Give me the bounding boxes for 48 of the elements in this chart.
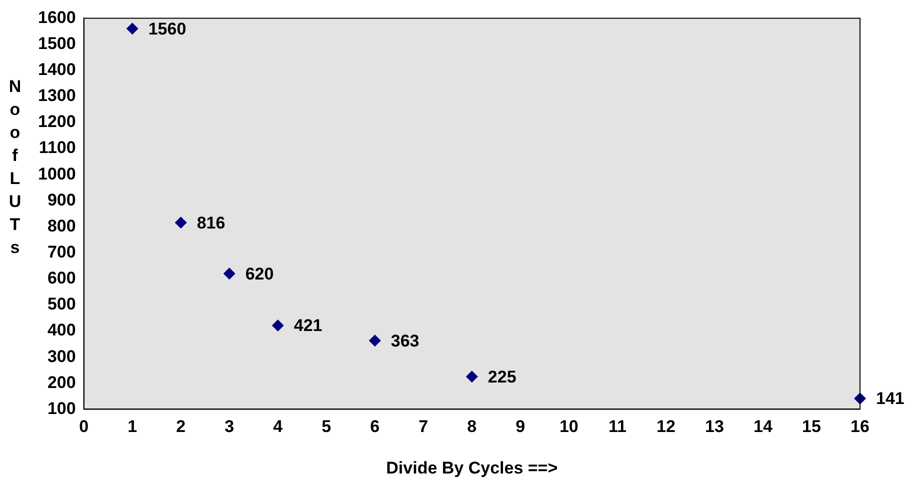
x-axis-title: Divide By Cycles ==> (386, 458, 558, 478)
y-tick-label: 400 (47, 320, 76, 340)
x-tick-label: 0 (79, 417, 89, 436)
data-label: 1560 (148, 19, 186, 38)
x-tick-label: 1 (128, 417, 138, 436)
point (466, 370, 478, 383)
y-tick-label: 600 (47, 268, 76, 288)
data-label: 141 (876, 389, 904, 408)
data-label: 816 (196, 213, 226, 232)
y-tick-label: 900 (47, 190, 76, 210)
x-tick-label: 6 (370, 417, 380, 436)
point (174, 216, 187, 229)
y-tick-label: 300 (47, 346, 76, 366)
x-tick-label: 11 (608, 417, 626, 436)
data-label: 225 (488, 367, 516, 386)
x-tick-label: 14 (754, 417, 773, 436)
data-label: 421 (294, 316, 322, 336)
y-tick-label: 1600 (38, 8, 76, 27)
point (272, 320, 284, 332)
x-tick-label: 2 (176, 417, 186, 436)
x-tick-label: 9 (516, 417, 526, 436)
x-tick-label: 13 (705, 417, 724, 436)
x-tick-label: 12 (656, 417, 676, 436)
y-tick-label: 1100 (38, 138, 76, 158)
y-tick-label: 800 (47, 216, 76, 236)
x-tick-label: 4 (273, 417, 284, 436)
y-axis-title: No of LUTs (8, 76, 22, 259)
y-tick-label: 1200 (38, 112, 76, 132)
y-tick-label: 200 (47, 372, 76, 392)
y-tick-label: 100 (47, 398, 76, 418)
x-tick-label: 15 (802, 417, 821, 436)
x-tick-label: 5 (322, 417, 332, 436)
data-label: 363 (390, 331, 420, 350)
point (223, 268, 236, 280)
y-tick-label: 1000 (38, 164, 76, 184)
x-tick-label: 10 (559, 417, 578, 436)
y-tick-label: 700 (47, 242, 76, 262)
point (368, 334, 381, 347)
x-tick-label: 3 (224, 417, 234, 436)
y-tick-label: 1400 (38, 60, 76, 80)
y-tick-label: 1300 (38, 86, 76, 106)
x-tick-label: 16 (850, 417, 870, 436)
x-tick-label: 8 (467, 417, 477, 436)
x-tick-label: 7 (418, 417, 428, 436)
y-tick-label: 500 (47, 294, 76, 314)
y-tick-label: 1500 (38, 34, 76, 53)
data-label: 620 (245, 264, 274, 284)
point (126, 22, 138, 35)
